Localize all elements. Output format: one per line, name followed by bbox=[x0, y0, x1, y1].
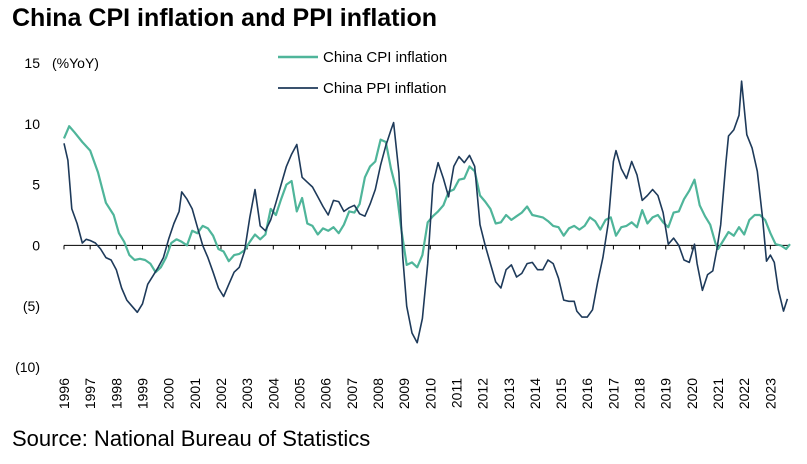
x-tick-label: 2007 bbox=[344, 378, 360, 409]
chart-title: China CPI inflation and PPI inflation bbox=[12, 4, 437, 32]
x-tick-label: 2004 bbox=[265, 378, 281, 409]
y-tick-label: (10) bbox=[15, 359, 40, 375]
x-tick-label: 2012 bbox=[475, 378, 491, 409]
legend-label: China CPI inflation bbox=[323, 49, 447, 66]
y-tick-label: (5) bbox=[23, 298, 40, 314]
x-tick-label: 1999 bbox=[134, 378, 150, 409]
x-tick-label: 2013 bbox=[501, 378, 517, 409]
legend-label: China PPI inflation bbox=[323, 80, 446, 97]
x-tick-label: 2002 bbox=[213, 378, 229, 409]
y-axis-ticks: 15 10 5 0 (5) (10) bbox=[15, 55, 40, 375]
x-tick-label: 2019 bbox=[658, 378, 674, 409]
y-tick-label: 5 bbox=[32, 177, 40, 193]
x-tick-label: 2010 bbox=[422, 378, 438, 409]
legend: China CPI inflation China PPI inflation bbox=[278, 49, 447, 97]
x-tick-label: 2008 bbox=[370, 378, 386, 409]
x-tick-label: 2001 bbox=[187, 378, 203, 409]
x-tick-label: 2006 bbox=[318, 378, 334, 409]
x-tick-label: 2018 bbox=[632, 378, 648, 409]
ppi-series-line bbox=[63, 80, 789, 344]
x-axis-ticks: 1996 1997 1998 1999 2000 2001 2002 2003 2004 2005… bbox=[56, 245, 778, 409]
x-tick-label: 2014 bbox=[527, 378, 543, 409]
x-tick-label: 2005 bbox=[291, 378, 307, 409]
x-tick-label: 2016 bbox=[579, 378, 595, 409]
x-tick-label: 2015 bbox=[553, 378, 569, 409]
x-tick-label: 2000 bbox=[161, 378, 177, 409]
source-note: Source: National Bureau of Statistics bbox=[12, 426, 371, 451]
x-tick-label: 2021 bbox=[710, 378, 726, 409]
y-axis-label: (%YoY) bbox=[52, 55, 99, 71]
x-tick-label: 2017 bbox=[605, 378, 621, 409]
x-tick-label: 1997 bbox=[82, 378, 98, 409]
y-tick-label: 10 bbox=[24, 116, 40, 132]
x-tick-label: 2009 bbox=[396, 378, 412, 409]
x-tick-label: 2003 bbox=[239, 378, 255, 409]
series-lines bbox=[62, 80, 791, 344]
x-tick-label: 1998 bbox=[108, 378, 124, 409]
x-tick-label: 2020 bbox=[684, 378, 700, 409]
cpi-series-line bbox=[62, 125, 791, 274]
x-tick-label: 2022 bbox=[736, 378, 752, 409]
x-tick-label: 1996 bbox=[56, 378, 72, 409]
x-tick-label: 2023 bbox=[762, 378, 778, 409]
y-tick-label: 0 bbox=[32, 237, 40, 253]
x-tick-label: 2011 bbox=[448, 378, 464, 408]
y-tick-label: 15 bbox=[24, 55, 40, 71]
